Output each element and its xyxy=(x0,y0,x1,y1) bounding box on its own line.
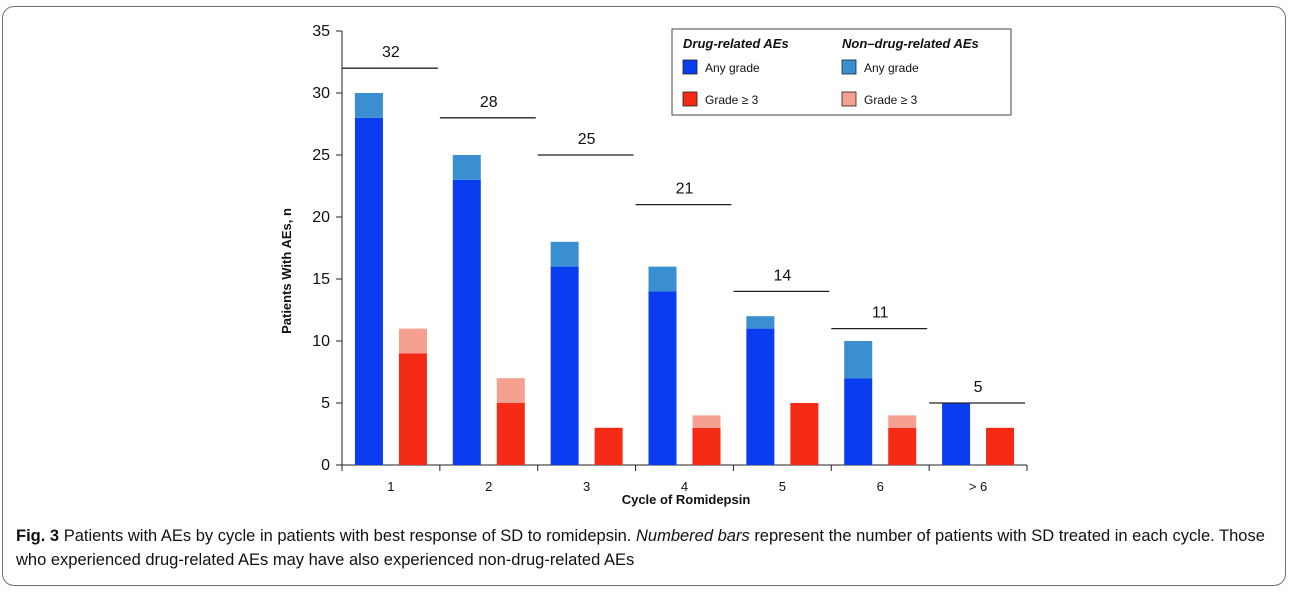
x-tick-label-6: > 6 xyxy=(969,479,987,494)
bar-drug_any-0 xyxy=(354,117,383,466)
x-tick-label-0: 1 xyxy=(387,479,394,494)
bar-nondrug_g3-3 xyxy=(692,415,721,428)
bar-drug_g3-1 xyxy=(496,403,525,465)
legend-box xyxy=(671,28,1012,116)
total-label-1: 28 xyxy=(480,94,498,111)
bar-nondrug_any-3 xyxy=(648,266,677,292)
bar-nondrug_any-5 xyxy=(844,341,873,379)
x-tick-label-5: 6 xyxy=(877,479,884,494)
bar-drug_any-6 xyxy=(942,403,971,465)
y-tick-label-5: 5 xyxy=(321,395,330,412)
bars xyxy=(354,93,1015,466)
bar-drug_any-2 xyxy=(550,266,579,465)
caption-text-2: represent the number of patients with SD… xyxy=(16,527,1265,569)
y-tick-label-35: 35 xyxy=(312,23,330,40)
totals: 32 28 25 21 14 11 5 xyxy=(342,44,1026,404)
x-tick-label-1: 2 xyxy=(485,479,492,494)
legend-label-3: Grade ≥ 3 xyxy=(864,93,918,107)
y-tick-label-0: 0 xyxy=(321,457,330,474)
legend-header-drug: Drug-related AEs xyxy=(683,36,789,51)
total-label-0: 32 xyxy=(382,44,400,61)
figure-caption: Fig. 3 Patients with AEs by cycle in pat… xyxy=(16,524,1266,572)
stacked-bar-chart: 0 5 10 15 20 25 30 35 1 2 3 4 5 6 > 6 32 28 25 21 14 11 5 Dr… xyxy=(279,23,1028,507)
caption-italic: Numbered bars xyxy=(635,527,750,545)
y-axis-title: Patients With AEs, n xyxy=(279,208,294,334)
total-label-6: 5 xyxy=(974,379,983,396)
legend-header-nondrug: Non–drug-related AEs xyxy=(842,36,979,51)
legend-label-2: Any grade xyxy=(864,61,919,75)
x-tick-label-3: 4 xyxy=(681,479,688,494)
y-tick-label-15: 15 xyxy=(312,271,330,288)
x-tick-label-4: 5 xyxy=(779,479,786,494)
bar-nondrug_g3-0 xyxy=(398,328,427,354)
legend-swatch-1 xyxy=(682,91,698,107)
legend-label-1: Grade ≥ 3 xyxy=(705,93,759,107)
bar-nondrug_g3-5 xyxy=(888,415,917,428)
y-tick-label-20: 20 xyxy=(312,209,330,226)
legend-swatch-2 xyxy=(841,59,857,75)
legend-label-0: Any grade xyxy=(705,61,760,75)
legend: Drug-related AEs Non–drug-related AEs Any … xyxy=(671,28,1012,116)
bar-drug_g3-6 xyxy=(986,427,1015,465)
caption-label: Fig. 3 xyxy=(16,527,60,545)
bar-drug_any-1 xyxy=(452,179,481,466)
bar-nondrug_g3-1 xyxy=(496,378,525,403)
bar-nondrug_any-0 xyxy=(354,93,383,118)
total-label-4: 14 xyxy=(773,267,791,284)
figure-frame xyxy=(2,6,1286,586)
x-tick-label-2: 3 xyxy=(583,479,590,494)
bar-nondrug_any-2 xyxy=(550,241,579,267)
bar-drug_any-4 xyxy=(746,328,775,465)
legend-swatch-3 xyxy=(841,91,857,107)
bar-drug_any-5 xyxy=(844,378,873,465)
bar-drug_g3-5 xyxy=(888,427,917,465)
y-tick-label-10: 10 xyxy=(312,333,330,350)
caption-text-1: Patients with AEs by cycle in patients w… xyxy=(63,527,632,545)
bar-drug_any-3 xyxy=(648,291,677,465)
y-tick-label-25: 25 xyxy=(312,147,330,164)
bar-drug_g3-2 xyxy=(594,427,623,465)
x-axis-title: Cycle of Romidepsin xyxy=(622,492,751,507)
y-tick-label-30: 30 xyxy=(312,85,330,102)
total-label-5: 11 xyxy=(872,305,889,322)
bar-drug_g3-0 xyxy=(398,353,427,465)
legend-swatch-0 xyxy=(682,59,698,75)
total-label-2: 25 xyxy=(578,131,596,148)
bar-nondrug_any-1 xyxy=(452,155,481,180)
total-label-3: 21 xyxy=(676,181,694,198)
bar-drug_g3-4 xyxy=(790,403,819,465)
bar-drug_g3-3 xyxy=(692,427,721,465)
bar-nondrug_any-4 xyxy=(746,316,775,329)
